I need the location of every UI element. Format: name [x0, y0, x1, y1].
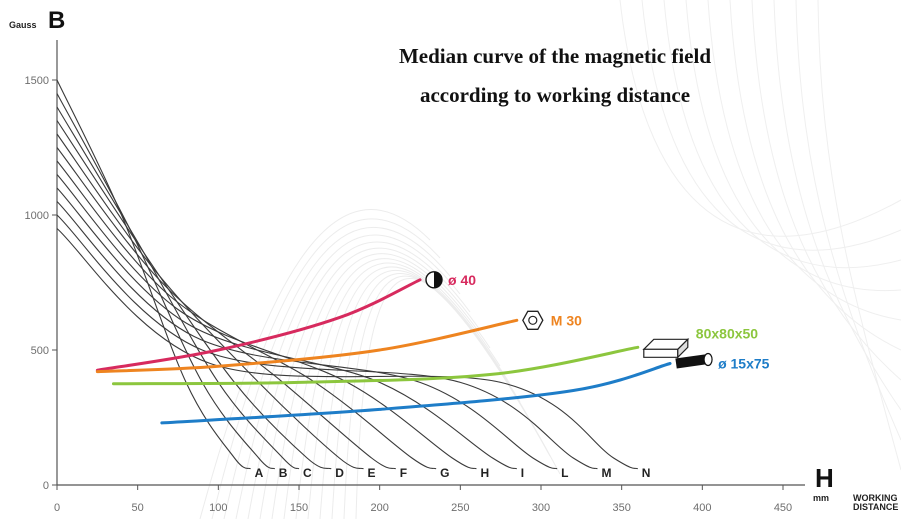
- background-wire: [817, 0, 901, 471]
- background-decoration: [199, 0, 901, 519]
- nut-icon-hole: [528, 315, 538, 325]
- y-axis-unit: Gauss: [9, 20, 37, 30]
- series-line-1: [95, 278, 422, 372]
- x-axis-symbol: H: [815, 463, 834, 493]
- background-wire: [663, 0, 901, 269]
- title-line-2: according to working distance: [420, 83, 690, 107]
- background-wire: [199, 209, 431, 519]
- x-axis-unit: mm: [813, 493, 829, 503]
- background-wire: [223, 226, 451, 519]
- sphere-icon: [425, 271, 443, 289]
- curve-label-b: B: [279, 466, 288, 480]
- block-icon: [642, 337, 690, 359]
- series-label-3: 80x80x50: [696, 325, 759, 341]
- x-tick-label: 350: [612, 502, 630, 514]
- cylinder-icon: [675, 352, 713, 369]
- axes: Gauss B H mm WORKING DISTANCE 0500100015…: [9, 7, 898, 514]
- curve-label-h: H: [480, 466, 489, 480]
- field-curve-d: [56, 120, 332, 470]
- field-curve-b: [56, 93, 276, 470]
- series-label-4: ø 15x75: [718, 356, 770, 372]
- title-line-1: Median curve of the magnetic field: [399, 44, 711, 68]
- curve-label-g: G: [440, 466, 449, 480]
- y-tick-label: 1500: [25, 75, 49, 87]
- y-tick-label: 1000: [25, 210, 49, 222]
- chart-title: Median curve of the magnetic field accor…: [399, 44, 711, 107]
- field-curve-g: [56, 160, 437, 470]
- x-axis-caption-line-1: WORKING: [853, 493, 898, 503]
- curve-label-n: N: [642, 466, 651, 480]
- background-wire: [795, 0, 901, 441]
- field-curve-i: [56, 187, 518, 470]
- background-wire: [773, 0, 901, 411]
- series-label-2: M 30: [551, 312, 582, 328]
- field-curve-l: [56, 201, 558, 470]
- object-series: ø 40 M 30 80x80x50 ø 15x75: [95, 271, 770, 425]
- series-line-2: [95, 318, 519, 374]
- curve-label-e: E: [368, 466, 376, 480]
- background-wire: [211, 218, 441, 519]
- background-wire: [729, 0, 901, 351]
- block-icon-front: [643, 348, 679, 358]
- cylinder-icon-body: [675, 354, 709, 369]
- background-wire: [707, 0, 901, 321]
- x-tick-label: 0: [54, 502, 60, 514]
- background-wire: [319, 269, 531, 519]
- background-wire: [235, 234, 461, 519]
- background-wire: [619, 0, 901, 237]
- background-wire: [283, 258, 501, 519]
- curve-label-f: F: [400, 466, 407, 480]
- nut-icon-shape: [522, 310, 544, 330]
- x-tick-label: 150: [290, 502, 308, 514]
- x-tick-label: 300: [532, 502, 550, 514]
- y-tick-label: 500: [31, 345, 49, 357]
- field-curve-a: [56, 79, 251, 470]
- nut-icon: [522, 310, 544, 330]
- y-axis-symbol: B: [48, 7, 65, 34]
- curve-label-l: L: [561, 466, 568, 480]
- field-curve-h: [56, 174, 477, 470]
- curve-label-m: M: [601, 466, 611, 480]
- background-wire: [641, 0, 901, 251]
- curve-label-i: I: [521, 466, 524, 480]
- series-label-1: ø 40: [448, 272, 476, 288]
- curve-label-a: A: [255, 466, 264, 480]
- x-axis-caption-line-2: DISTANCE: [853, 502, 898, 512]
- background-wire: [685, 0, 901, 292]
- x-tick-label: 100: [209, 502, 227, 514]
- background-wire: [247, 241, 471, 519]
- x-tick-label: 50: [132, 502, 144, 514]
- x-tick-label: 450: [774, 502, 792, 514]
- x-tick-label: 250: [451, 502, 469, 514]
- curve-label-d: D: [335, 466, 344, 480]
- background-wire: [271, 253, 491, 519]
- sphere-icon-shade: [434, 271, 442, 288]
- field-curve-n: [56, 228, 639, 470]
- x-tick-label: 400: [693, 502, 711, 514]
- curve-label-c: C: [303, 466, 312, 480]
- y-tick-label: 0: [43, 480, 49, 492]
- block-icon-side: [677, 337, 689, 359]
- background-wire: [751, 0, 901, 381]
- x-tick-label: 200: [370, 502, 388, 514]
- series-line-4: [160, 362, 672, 425]
- series-line-3: [111, 345, 640, 386]
- field-curve-m: [56, 214, 598, 470]
- cylinder-icon-end: [703, 352, 713, 367]
